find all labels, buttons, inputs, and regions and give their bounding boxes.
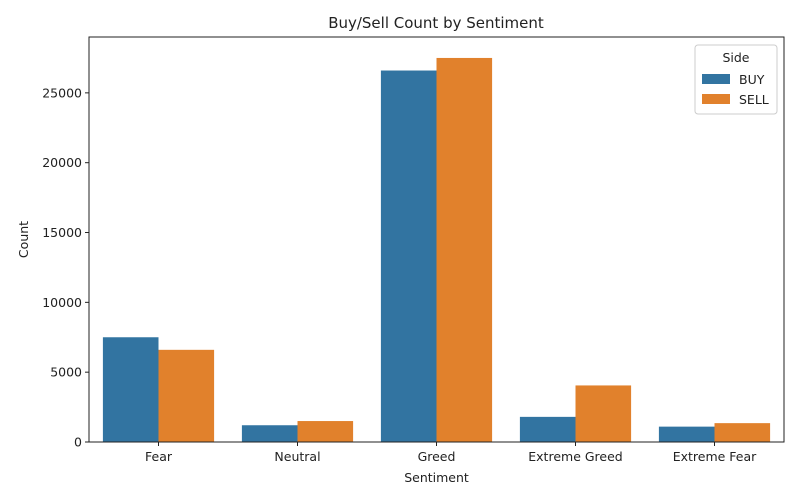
x-tick-label: Extreme Greed xyxy=(528,449,622,464)
bars-group xyxy=(102,57,771,443)
plot-frame xyxy=(88,36,785,443)
x-tick-label: Greed xyxy=(418,449,456,464)
legend-label-buy: BUY xyxy=(739,72,765,87)
y-tick-label: 5000 xyxy=(50,365,82,380)
x-axis: Fear Neutral Greed Extreme Greed Extreme Fea… xyxy=(145,442,757,464)
chart-title: Buy/Sell Count by Sentiment xyxy=(328,14,544,32)
y-tick-label: 10000 xyxy=(42,295,82,310)
y-tick-label: 15000 xyxy=(42,225,82,240)
bar-sell-extreme-greed xyxy=(575,385,632,442)
legend-swatch-sell xyxy=(702,94,730,104)
bar-sell-fear xyxy=(158,349,215,442)
legend-label-sell: SELL xyxy=(739,92,769,107)
legend-swatch-buy xyxy=(702,74,730,84)
bar-sell-neutral xyxy=(297,421,354,442)
y-axis: 0 5000 10000 15000 20000 25000 xyxy=(42,85,89,450)
bar-buy-neutral xyxy=(241,425,298,442)
y-tick-label: 25000 xyxy=(42,85,82,100)
y-axis-label: Count xyxy=(16,221,31,258)
bar-buy-extreme-greed xyxy=(519,416,576,442)
x-tick-label: Fear xyxy=(145,449,173,464)
bar-buy-extreme-fear xyxy=(658,426,715,442)
bar-buy-greed xyxy=(380,70,437,442)
y-tick-label: 20000 xyxy=(42,155,82,170)
bar-buy-fear xyxy=(102,337,159,442)
bar-sell-extreme-fear xyxy=(714,423,771,442)
y-tick-label: 0 xyxy=(74,435,82,450)
legend-title: Side xyxy=(722,50,749,65)
bar-sell-greed xyxy=(436,57,493,443)
legend: Side BUY SELL xyxy=(694,44,778,115)
x-axis-label: Sentiment xyxy=(404,470,469,485)
x-tick-label: Neutral xyxy=(274,449,320,464)
x-tick-label: Extreme Fear xyxy=(673,449,757,464)
